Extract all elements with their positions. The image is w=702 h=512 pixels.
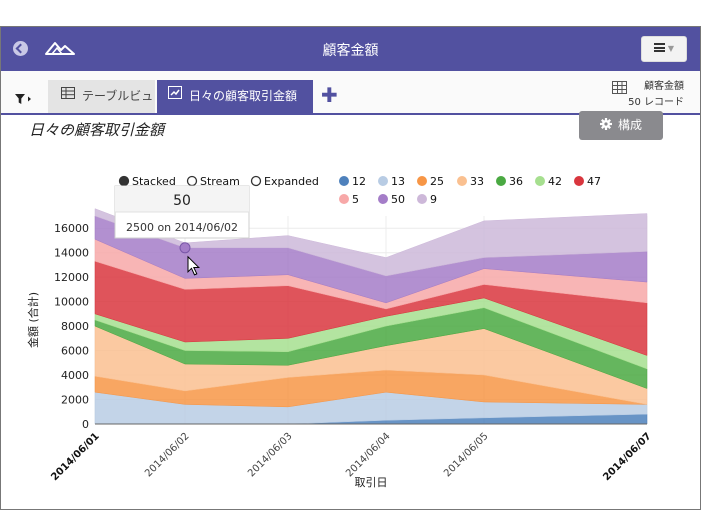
add-tab-button[interactable]: ✚ xyxy=(321,83,338,107)
chart-title: 日々の顧客取引金額 xyxy=(29,121,165,139)
table-icon xyxy=(612,81,627,100)
tab-daily-chart[interactable]: 日々の顧客取引金額 xyxy=(157,80,313,113)
record-table-name: 顧客金額 xyxy=(644,81,684,92)
table-icon xyxy=(61,79,75,112)
record-info: 顧客金額 50 レコード xyxy=(612,79,684,111)
tab-chart-label: 日々の顧客取引金額 xyxy=(189,89,298,103)
tab-table-view[interactable]: テーブルビュー xyxy=(48,79,155,136)
chart-icon xyxy=(168,79,182,112)
hamburger-icon xyxy=(653,43,665,52)
record-count: 50 レコード xyxy=(628,97,684,108)
tab-table-label: テーブルビュー xyxy=(61,89,154,136)
config-button[interactable]: 構成 xyxy=(579,111,663,140)
logo-icon xyxy=(45,40,75,60)
gear-icon xyxy=(599,118,612,130)
chevron-down-icon: ▼ xyxy=(667,44,675,53)
config-button-label: 構成 xyxy=(617,118,642,132)
menu-button[interactable]: ▼ xyxy=(641,36,687,62)
app-window: 顧客金額 ▼ テーブルビュー 日々の顧客取引金額 ✚ 顧客金額 xyxy=(0,26,701,510)
app-header: 顧客金額 ▼ xyxy=(1,27,700,71)
app-title: 顧客金額 xyxy=(322,43,379,59)
filter-icon[interactable] xyxy=(15,89,33,108)
tab-bar: テーブルビュー 日々の顧客取引金額 ✚ 顧客金額 50 レコード xyxy=(1,71,700,136)
back-button[interactable] xyxy=(13,41,28,56)
